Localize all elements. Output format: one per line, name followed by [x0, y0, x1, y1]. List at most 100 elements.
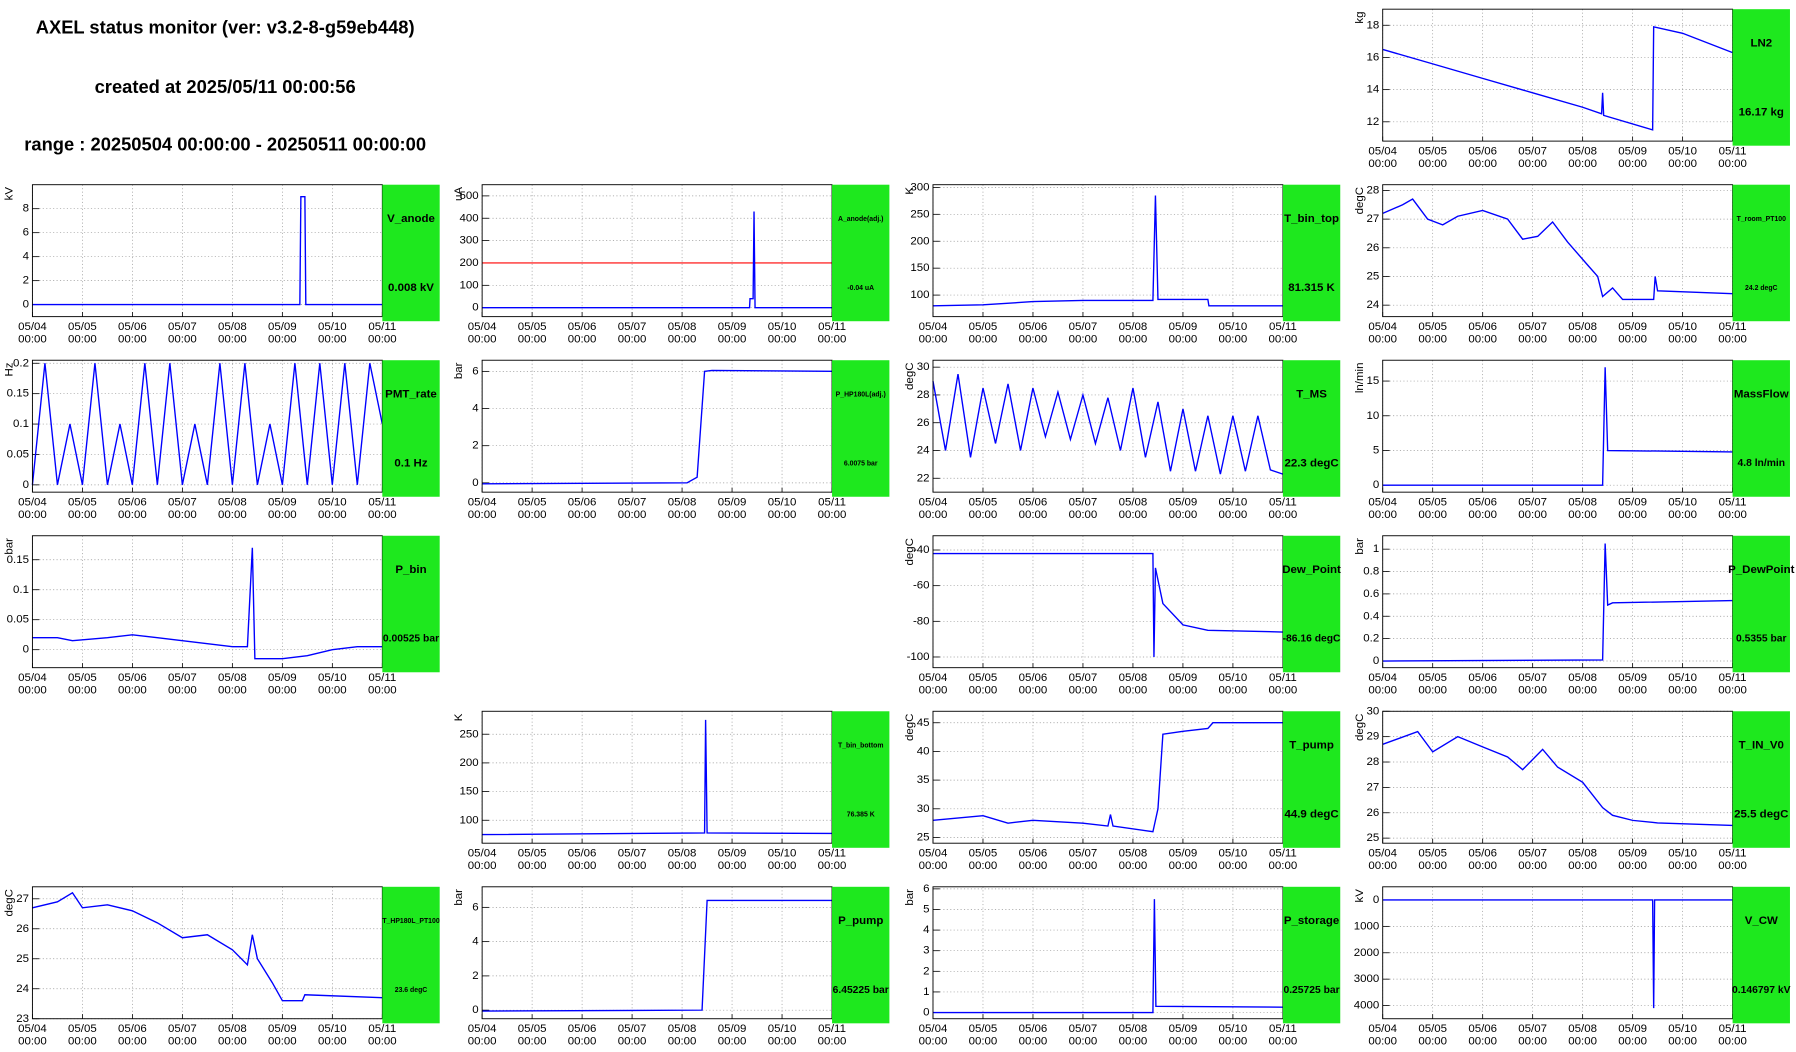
x-tick-time: 00:00: [168, 509, 197, 521]
x-tick-time: 00:00: [668, 860, 697, 872]
x-tick-time: 00:00: [1019, 509, 1048, 521]
y-tick-label: 3000: [1354, 973, 1380, 985]
y-tick-label: 200: [460, 257, 479, 269]
y-tick-label: 30: [1366, 705, 1379, 717]
x-tick-time: 00:00: [618, 334, 647, 346]
x-tick-time: 00:00: [268, 685, 297, 697]
x-tick-time: 00:00: [1518, 509, 1547, 521]
y-axis-unit: bar: [453, 362, 465, 379]
x-tick-time: 00:00: [18, 685, 47, 697]
status-name: P_DewPoint: [1728, 564, 1794, 576]
x-tick-label: 05/11: [1269, 848, 1297, 860]
status-box: [1282, 360, 1341, 497]
y-tick-label: 25: [16, 953, 29, 965]
x-tick-label: 05/09: [718, 848, 747, 860]
x-tick-label: 05/08: [668, 1023, 697, 1035]
x-tick-label: 05/08: [1568, 497, 1597, 509]
status-value: 0.1 Hz: [394, 458, 427, 470]
x-tick-label: 05/04: [1368, 145, 1397, 157]
status-name: P_HP180L(adj.): [836, 391, 886, 398]
x-tick-time: 00:00: [1718, 860, 1747, 872]
x-tick-label: 05/07: [1069, 1023, 1098, 1035]
y-tick-label: 0: [923, 1007, 929, 1019]
x-tick-time: 00:00: [468, 334, 497, 346]
x-tick-label: 05/09: [268, 672, 297, 684]
x-tick-label: 05/11: [1719, 672, 1747, 684]
y-tick-label: 12: [1366, 116, 1379, 128]
x-tick-time: 00:00: [1618, 158, 1647, 170]
x-tick-label: 05/05: [969, 1023, 998, 1035]
y-axis-unit: degC: [904, 363, 916, 390]
x-tick-time: 00:00: [1568, 1036, 1597, 1048]
x-tick-label: 05/08: [1568, 848, 1597, 860]
y-tick-label: 0: [472, 302, 478, 314]
y-tick-label: 3: [923, 945, 929, 957]
x-tick-label: 05/10: [318, 497, 347, 509]
status-name: V_anode: [387, 213, 435, 225]
y-tick-label: 5: [923, 904, 929, 916]
x-tick-label: 05/11: [1719, 321, 1747, 333]
status-name: P_pump: [838, 915, 883, 927]
x-tick-label: 05/09: [718, 497, 747, 509]
x-tick-label: 05/10: [768, 848, 797, 860]
created-at: created at 2025/05/11 00:00:56: [95, 76, 356, 97]
x-tick-label: 05/09: [718, 1023, 747, 1035]
x-tick-time: 00:00: [768, 1036, 797, 1048]
x-tick-time: 00:00: [1019, 334, 1048, 346]
x-tick-label: 05/07: [168, 1023, 197, 1035]
x-tick-label: 05/04: [919, 497, 948, 509]
y-tick-label: 2: [472, 440, 478, 452]
x-tick-time: 00:00: [1169, 1036, 1198, 1048]
x-tick-time: 00:00: [118, 685, 147, 697]
x-tick-time: 00:00: [1618, 1036, 1647, 1048]
status-value: 22.3 degC: [1284, 458, 1338, 470]
status-value: 0.00525 bar: [383, 634, 439, 645]
x-tick-time: 00:00: [1518, 158, 1547, 170]
x-tick-label: 05/08: [668, 848, 697, 860]
series-line: [32, 196, 383, 306]
x-tick-time: 00:00: [768, 334, 797, 346]
y-tick-label: 0: [1373, 894, 1379, 906]
series-line: [1382, 899, 1733, 1009]
x-tick-time: 00:00: [1269, 685, 1298, 697]
x-tick-time: 00:00: [368, 685, 397, 697]
x-tick-label: 05/05: [1418, 497, 1447, 509]
x-tick-time: 00:00: [1119, 685, 1148, 697]
y-axis-unit: bar: [4, 538, 16, 555]
x-tick-time: 00:00: [1418, 860, 1447, 872]
y-tick-label: 0.1: [13, 418, 29, 430]
x-tick-label: 05/07: [1069, 672, 1098, 684]
x-tick-time: 00:00: [668, 334, 697, 346]
x-tick-label: 05/07: [1518, 145, 1547, 157]
x-tick-label: 05/08: [218, 672, 247, 684]
series-line: [1382, 198, 1733, 301]
y-axis-unit: bar: [453, 889, 465, 906]
y-axis-unit: kV: [4, 187, 16, 201]
status-value: 4.8 ln/min: [1737, 458, 1785, 469]
x-tick-label: 05/05: [1418, 321, 1447, 333]
x-tick-time: 00:00: [969, 860, 998, 872]
y-tick-label: 4: [472, 403, 479, 415]
y-tick-label: 16: [1366, 51, 1379, 63]
y-axis-unit: bar: [904, 889, 916, 906]
x-tick-label: 05/09: [1169, 497, 1198, 509]
plot-area: [1382, 886, 1733, 1019]
y-tick-label: 500: [460, 190, 479, 202]
panel: 05/0400:0005/0500:0005/0600:0005/0700:00…: [1354, 359, 1790, 521]
x-tick-time: 00:00: [1668, 509, 1697, 521]
series-line: [932, 899, 1283, 1014]
status-box: [1732, 886, 1790, 1024]
x-tick-time: 00:00: [318, 334, 347, 346]
x-tick-time: 00:00: [1418, 685, 1447, 697]
y-tick-label: 24: [1366, 299, 1379, 311]
y-axis-unit: kV: [1354, 889, 1366, 903]
x-tick-label: 05/11: [1719, 848, 1747, 860]
y-tick-label: 300: [460, 235, 479, 247]
x-tick-label: 05/07: [1069, 321, 1098, 333]
status-value: 25.5 degC: [1734, 809, 1788, 821]
x-tick-label: 05/08: [1119, 672, 1148, 684]
x-tick-time: 00:00: [268, 1036, 297, 1048]
y-tick-label: 4: [923, 924, 930, 936]
x-tick-label: 05/05: [1418, 672, 1447, 684]
y-axis-unit: kg: [1354, 11, 1366, 23]
